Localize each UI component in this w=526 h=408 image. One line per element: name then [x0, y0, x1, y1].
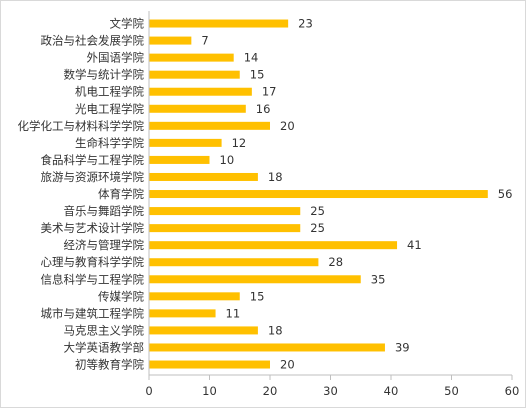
bar: [149, 224, 301, 233]
bar: [149, 36, 192, 45]
data-label: 10: [220, 153, 235, 167]
category-label: 美术与艺术设计学院: [41, 221, 145, 235]
data-label: 11: [226, 306, 241, 320]
data-label: 16: [256, 102, 271, 116]
category-label: 信息科学与工程学院: [41, 272, 145, 286]
data-label: 18: [268, 323, 283, 337]
data-label: 17: [262, 85, 277, 99]
bar: [149, 309, 216, 318]
x-tick-label: 60: [505, 384, 520, 398]
bar: [149, 19, 289, 28]
x-tick-label: 10: [202, 384, 217, 398]
data-label: 15: [250, 289, 265, 303]
bar: [149, 121, 270, 130]
x-tick-label: 40: [384, 384, 399, 398]
category-label: 文学院: [110, 17, 145, 31]
data-label: 18: [268, 170, 283, 184]
bar: [149, 138, 222, 147]
category-label: 数学与统计学院: [64, 68, 145, 82]
bar: [149, 258, 319, 267]
data-label: 41: [407, 238, 422, 252]
x-tick-label: 30: [323, 384, 338, 398]
category-label: 政治与社会发展学院: [41, 34, 145, 48]
bar: [149, 104, 246, 113]
category-label: 传媒学院: [98, 289, 144, 303]
category-label: 化学化工与材料科学学院: [18, 119, 145, 133]
data-label: 15: [250, 68, 265, 82]
category-label: 生命科学学院: [75, 136, 144, 150]
bar: [149, 241, 398, 250]
bar: [149, 275, 361, 284]
data-label: 7: [201, 34, 208, 48]
data-label: 20: [280, 358, 295, 372]
category-label: 马克思主义学院: [64, 323, 145, 337]
data-label: 35: [371, 272, 386, 286]
bar: [149, 87, 252, 96]
data-label: 12: [232, 136, 247, 150]
category-label: 大学英语教学部: [64, 340, 145, 354]
bar: [149, 207, 301, 216]
category-label: 旅游与资源环境学院: [41, 170, 145, 184]
category-label: 心理与教育科学学院: [41, 255, 145, 269]
bar: [149, 292, 240, 301]
data-label: 39: [395, 340, 410, 354]
data-label: 14: [244, 51, 259, 65]
category-label: 食品科学与工程学院: [41, 153, 145, 167]
category-label: 初等教育学院: [75, 358, 144, 372]
data-label: 25: [310, 221, 325, 235]
data-label: 25: [310, 204, 325, 218]
bar: [149, 70, 240, 79]
bar: [149, 360, 270, 369]
category-label: 经济与管理学院: [64, 238, 145, 252]
category-label: 机电工程学院: [75, 85, 144, 99]
bar: [149, 155, 210, 164]
category-label: 光电工程学院: [75, 102, 144, 116]
data-label: 20: [280, 119, 295, 133]
x-tick-label: 50: [444, 384, 459, 398]
data-label: 28: [328, 255, 343, 269]
category-label: 体育学院: [98, 187, 144, 201]
x-axis: 0 10 20 30 40 50 60: [145, 11, 519, 398]
x-tick-label: 20: [263, 384, 278, 398]
bar: [149, 343, 385, 352]
bar: [149, 172, 258, 181]
category-label: 音乐与舞蹈学院: [64, 204, 145, 218]
data-label: 23: [298, 17, 313, 31]
bar: [149, 326, 258, 335]
bar: [149, 190, 488, 199]
category-label: 城市与建筑工程学院: [41, 306, 145, 320]
category-label: 外国语学院: [87, 51, 145, 65]
bars-layer: 文学院 23 政治与社会发展学院 7 外国语学院 14 数学与统计学院 15 机电工程学院 17 光…: [18, 17, 513, 372]
data-label: 56: [498, 187, 513, 201]
x-tick-label: 0: [145, 384, 152, 398]
bar: [149, 53, 234, 62]
